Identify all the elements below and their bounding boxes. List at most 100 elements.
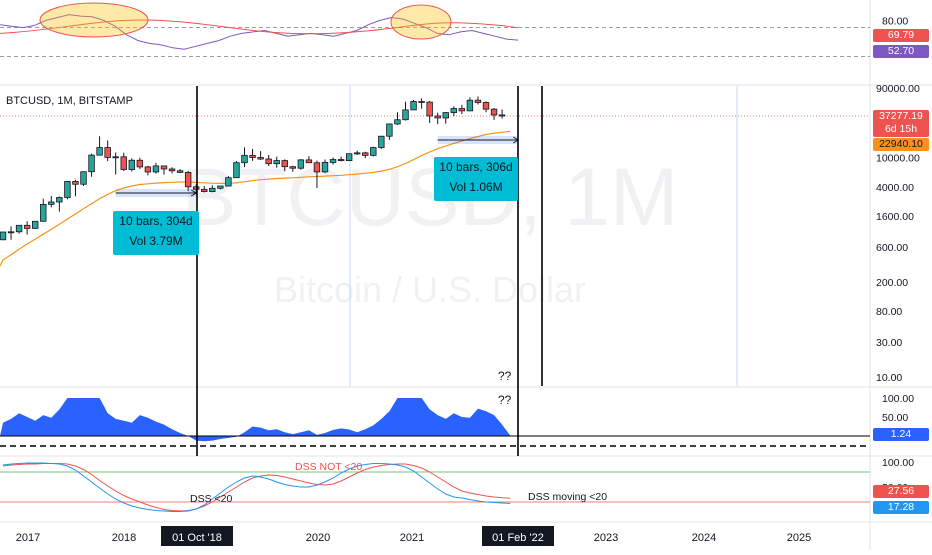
time-axis-label: 2021: [400, 532, 424, 544]
candle[interactable]: [353, 150, 361, 155]
price-axis-label: 30.00: [876, 337, 902, 349]
bar-countdown: 6d 15h: [884, 123, 918, 135]
candle[interactable]: [217, 185, 224, 190]
candle[interactable]: [402, 101, 409, 121]
measure-callout-2018[interactable]: 10 bars, 304d Vol 3.79M: [113, 211, 199, 255]
candle[interactable]: [112, 152, 119, 175]
candle[interactable]: [176, 169, 184, 173]
time-axis[interactable]: 2017 2018 01 Oct '18 2020 2021 01 Feb '22 2023…: [16, 526, 811, 546]
last-price-badge: 37277.19 6d 15h: [873, 110, 929, 137]
candle[interactable]: [0, 231, 7, 241]
candle[interactable]: [498, 109, 506, 119]
candle[interactable]: [96, 136, 103, 156]
candle[interactable]: [48, 195, 55, 208]
candle[interactable]: [482, 101, 490, 113]
candle-body: [434, 115, 441, 119]
candle[interactable]: [490, 107, 498, 120]
candle[interactable]: [120, 152, 127, 171]
candle[interactable]: [80, 171, 87, 187]
candle[interactable]: [168, 167, 176, 174]
candle[interactable]: [40, 198, 47, 222]
candle-body: [337, 159, 345, 161]
candle[interactable]: [394, 112, 401, 125]
candle[interactable]: [56, 196, 63, 212]
candle[interactable]: [88, 153, 95, 177]
date-range-measure[interactable]: [437, 136, 520, 144]
time-axis-highlight: [161, 526, 233, 546]
time-axis-label: 2017: [16, 532, 40, 544]
candle[interactable]: [64, 181, 71, 200]
candle[interactable]: [370, 146, 377, 157]
candle[interactable]: [104, 140, 111, 162]
candle[interactable]: [378, 135, 385, 149]
candle[interactable]: [23, 221, 31, 235]
date-range-measure[interactable]: [115, 189, 198, 197]
candle-body: [490, 108, 498, 116]
candle[interactable]: [15, 224, 23, 234]
last-price-value: 37277.19: [879, 110, 923, 122]
candle[interactable]: [466, 97, 474, 112]
candle-body: [482, 102, 490, 110]
candle[interactable]: [426, 101, 433, 123]
candle[interactable]: [257, 151, 264, 160]
candle[interactable]: [450, 106, 457, 116]
candle[interactable]: [337, 156, 345, 162]
candle-body: [321, 162, 329, 173]
candle[interactable]: [32, 220, 39, 229]
candle[interactable]: [329, 157, 337, 165]
candle[interactable]: [128, 158, 135, 172]
candle-body: [410, 101, 417, 111]
candle[interactable]: [184, 170, 192, 192]
candle[interactable]: [241, 147, 248, 168]
rsi-highlight-ellipse[interactable]: [390, 4, 452, 40]
candle[interactable]: [136, 157, 144, 170]
candle[interactable]: [297, 159, 305, 170]
candle[interactable]: [281, 159, 288, 172]
candle[interactable]: [72, 179, 79, 197]
candle[interactable]: [201, 186, 208, 193]
candle[interactable]: [386, 123, 393, 140]
dss-axis-label: 100.00: [882, 457, 914, 469]
candle[interactable]: [160, 165, 168, 175]
candle[interactable]: [209, 185, 216, 193]
candle[interactable]: [233, 161, 240, 179]
candle[interactable]: [410, 99, 417, 111]
price-panel[interactable]: 90000.00 10000.00 4000.00 1600.00 600.00 200.…: [0, 83, 920, 384]
candle[interactable]: [144, 165, 152, 176]
candle[interactable]: [289, 165, 296, 172]
candle-body: [136, 159, 144, 168]
candle[interactable]: [442, 111, 449, 124]
candle[interactable]: [249, 148, 256, 161]
candle[interactable]: [474, 96, 482, 105]
candle[interactable]: [345, 153, 353, 162]
candle[interactable]: [313, 160, 321, 189]
candle[interactable]: [7, 226, 15, 240]
candle-body: [112, 156, 119, 159]
candle[interactable]: [458, 104, 466, 115]
oscillator-panel[interactable]: 100.00 50.00??: [0, 393, 914, 447]
candle-body: [466, 99, 474, 112]
candle[interactable]: [434, 112, 441, 125]
time-axis-label: 01 Oct '18: [172, 532, 222, 544]
candle-body: [48, 201, 55, 205]
candle[interactable]: [152, 162, 160, 174]
measure-callout-volume: Vol 3.79M: [129, 234, 183, 248]
measure-callout-2022[interactable]: 10 bars, 306d Vol 1.06M: [434, 157, 518, 201]
candle[interactable]: [225, 175, 232, 187]
candle-body: [273, 160, 280, 165]
symbol-header[interactable]: BTCUSD, 1M, BITSTAMP: [6, 95, 133, 107]
rsi-highlight-ellipse[interactable]: [39, 2, 149, 38]
candle[interactable]: [321, 159, 329, 174]
candle-body: [450, 108, 457, 114]
candle[interactable]: [305, 156, 313, 164]
candle-body: [394, 119, 401, 125]
candle[interactable]: [418, 98, 425, 109]
candle[interactable]: [273, 156, 280, 168]
candle[interactable]: [362, 151, 369, 159]
price-axis-label: 10.00: [876, 372, 902, 384]
candle[interactable]: [265, 155, 272, 166]
